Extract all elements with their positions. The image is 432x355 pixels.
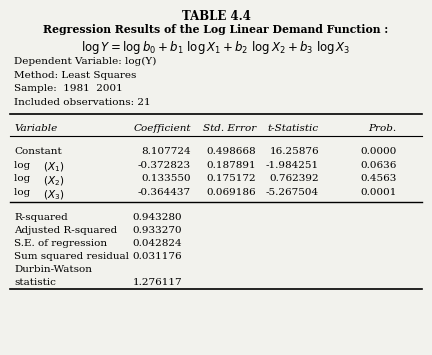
Text: Std. Error: Std. Error [203,124,256,133]
Text: log: log [14,161,34,170]
Text: Prob.: Prob. [368,124,397,133]
Text: 0.933270: 0.933270 [133,226,182,235]
Text: Regression Results of the Log Linear Demand Function :: Regression Results of the Log Linear Dem… [43,24,389,36]
Text: 16.25876: 16.25876 [269,147,319,156]
Text: 0.0636: 0.0636 [360,161,397,170]
Text: Included observations: 21: Included observations: 21 [14,98,151,107]
Text: R-squared: R-squared [14,213,68,222]
Text: 0.943280: 0.943280 [133,213,182,222]
Text: Dependent Variable: log(Y): Dependent Variable: log(Y) [14,57,157,66]
Text: 0.4563: 0.4563 [360,174,397,183]
Text: TABLE 4.4: TABLE 4.4 [181,10,251,22]
Text: 0.031176: 0.031176 [133,252,182,261]
Text: 0.133550: 0.133550 [141,174,191,183]
Text: $(X_1)$: $(X_1)$ [43,161,64,174]
Text: Adjusted R-squared: Adjusted R-squared [14,226,118,235]
Text: 1.276117: 1.276117 [133,278,182,287]
Text: $\mathbf{\log}Y = \mathbf{\log}b_0 + b_1\ \mathbf{\log}X_1 + b_2\ \mathbf{\log}X: $\mathbf{\log}Y = \mathbf{\log}b_0 + b_1… [81,39,351,56]
Text: -0.364437: -0.364437 [138,188,191,197]
Text: Method: Least Squares: Method: Least Squares [14,71,137,80]
Text: -5.267504: -5.267504 [266,188,319,197]
Text: S.E. of regression: S.E. of regression [14,239,108,248]
Text: 0.498668: 0.498668 [206,147,256,156]
Text: -0.372823: -0.372823 [138,161,191,170]
Text: Coefficient: Coefficient [133,124,191,133]
Text: statistic: statistic [14,278,56,287]
Text: t-Statistic: t-Statistic [268,124,319,133]
Text: 0.762392: 0.762392 [269,174,319,183]
Text: -1.984251: -1.984251 [266,161,319,170]
Text: 0.0001: 0.0001 [360,188,397,197]
Text: 0.175172: 0.175172 [206,174,256,183]
Text: 8.107724: 8.107724 [141,147,191,156]
Text: 0.042824: 0.042824 [133,239,182,248]
Text: log: log [14,188,34,197]
Text: Sum squared residual: Sum squared residual [14,252,129,261]
Text: Variable: Variable [14,124,57,133]
Text: Sample:  1981  2001: Sample: 1981 2001 [14,84,123,93]
Text: Durbin-Watson: Durbin-Watson [14,265,92,274]
Text: log: log [14,174,34,183]
Text: Constant: Constant [14,147,62,156]
Text: 0.069186: 0.069186 [206,188,256,197]
Text: $(X_2)$: $(X_2)$ [43,174,64,188]
Text: 0.187891: 0.187891 [206,161,256,170]
Text: 0.0000: 0.0000 [360,147,397,156]
Text: $(X_3)$: $(X_3)$ [43,188,64,202]
